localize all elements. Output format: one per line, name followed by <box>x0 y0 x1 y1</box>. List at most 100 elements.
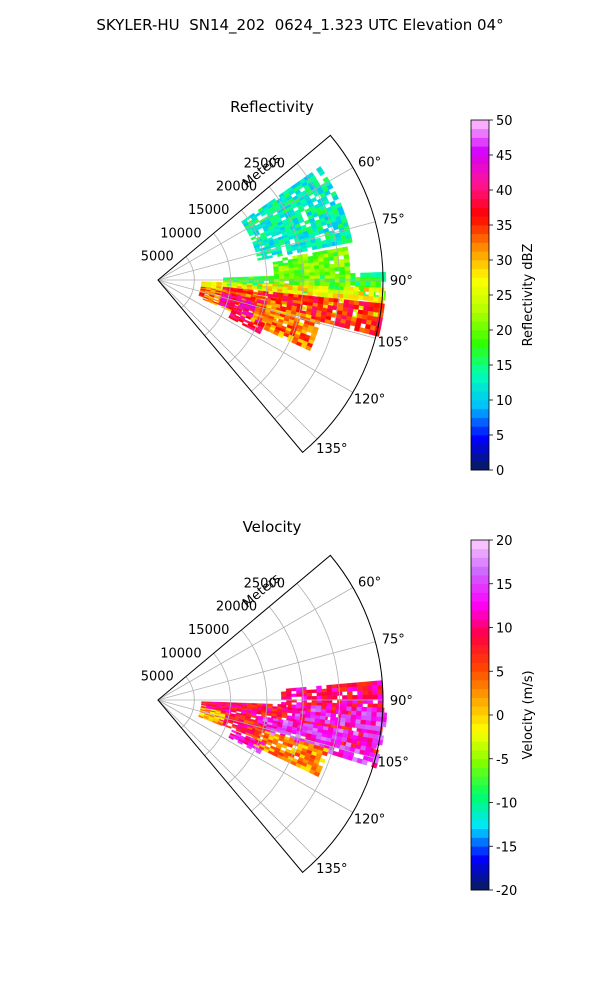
radar-cell <box>253 741 260 746</box>
radar-cell <box>368 302 375 308</box>
colorbar-bin <box>471 715 489 725</box>
radar-cell <box>233 277 239 280</box>
radar-cell <box>372 685 378 691</box>
radar-cell <box>370 281 376 287</box>
radar-cell <box>369 725 376 731</box>
colorbar-bin <box>471 767 489 777</box>
radar-cell <box>351 686 358 692</box>
radar-cell <box>283 273 290 277</box>
colorbar-bin <box>471 198 489 208</box>
radar-cell <box>376 712 383 718</box>
radar-cell <box>266 712 273 717</box>
azimuth-tick-label: 135° <box>316 862 347 877</box>
radar-cell <box>318 261 325 266</box>
radar-cell <box>331 687 338 693</box>
radar-cell <box>370 276 376 282</box>
colorbar-bin <box>471 846 489 856</box>
radar-cell <box>304 272 310 277</box>
radar-cell <box>294 278 300 283</box>
radar-cell <box>349 722 356 728</box>
colorbar-bin <box>471 251 489 261</box>
radar-cell <box>343 286 349 291</box>
radar-cell <box>331 684 338 689</box>
radar-cell <box>345 714 352 720</box>
radar-cell <box>286 250 293 255</box>
radar-cell <box>307 288 314 293</box>
radar-cell <box>272 283 278 287</box>
radar-cell <box>302 287 309 292</box>
radar-cell <box>306 696 313 700</box>
radar-cell <box>267 255 273 259</box>
radar-cells <box>198 680 388 778</box>
radar-cell <box>358 291 364 296</box>
radar-cell <box>326 695 333 700</box>
radar-cell <box>301 696 307 700</box>
radar-cell <box>324 267 330 273</box>
colorbar-bin <box>471 662 489 672</box>
radar-cell <box>361 759 368 766</box>
colorbar-tick-label: 35 <box>496 219 513 234</box>
azimuth-tick-label: 135° <box>316 442 347 457</box>
radar-cell <box>281 696 287 700</box>
colorbar-bin <box>471 260 489 270</box>
azimuth-spoke <box>157 279 354 393</box>
radar-cell <box>375 716 382 723</box>
radar-cell <box>290 687 297 692</box>
radar-cell <box>367 685 373 691</box>
radar-cell <box>311 689 317 694</box>
radar-cell <box>331 691 338 696</box>
radar-cell <box>375 272 381 278</box>
colorbar-tick-label: 0 <box>496 709 504 724</box>
radar-cell <box>353 304 360 310</box>
radar-cell <box>294 716 301 721</box>
range-tick-label: 10000 <box>160 226 201 241</box>
radar-cell <box>314 271 320 276</box>
colorbar-bin <box>471 163 489 173</box>
colorbar-bin <box>471 741 489 751</box>
radar-cell <box>287 709 293 714</box>
radar-cell <box>321 692 328 697</box>
radar-cell <box>315 705 322 710</box>
azimuth-spoke <box>157 221 376 281</box>
colorbar-bin <box>471 408 489 418</box>
radar-cell <box>286 702 292 706</box>
colorbar-bin <box>471 750 489 760</box>
radar-cell <box>325 712 332 718</box>
radar-cell <box>365 720 372 726</box>
colorbar-bin <box>471 601 489 611</box>
colorbar-bin <box>471 268 489 278</box>
radar-cell <box>337 251 344 257</box>
colorbar-bin <box>471 793 489 803</box>
radar-cell <box>319 278 326 283</box>
radar-cell <box>343 290 349 295</box>
radar-cell <box>326 691 333 697</box>
radar-cell <box>362 685 368 691</box>
colorbar-tick-label: -10 <box>496 797 517 812</box>
colorbar-tick-label: 20 <box>496 324 513 339</box>
radar-cell <box>342 294 349 299</box>
radar-cell <box>316 692 323 697</box>
colorbar-bin <box>471 872 489 882</box>
radar-cell <box>359 723 366 730</box>
radar-cell <box>268 280 275 284</box>
radar-cell <box>370 720 377 727</box>
radar-cell <box>332 293 339 298</box>
radar-cell <box>287 284 294 288</box>
radar-cell <box>361 711 367 717</box>
radar-cell <box>299 272 305 277</box>
radar-cell <box>366 711 372 717</box>
radar-cell <box>246 744 253 750</box>
radar-cell <box>312 291 319 296</box>
radar-cell <box>293 267 300 271</box>
radar-cell <box>304 717 311 722</box>
radar-cell <box>297 284 304 289</box>
radar-cell <box>232 318 239 323</box>
radar-cell <box>248 276 254 279</box>
radar-cell <box>325 709 332 714</box>
radar-cell <box>357 690 363 696</box>
radar-cell <box>323 260 330 266</box>
colorbar-bin <box>471 811 489 821</box>
colorbar-bin <box>471 820 489 830</box>
radar-cell <box>355 277 361 282</box>
colorbar-bin <box>471 391 489 401</box>
